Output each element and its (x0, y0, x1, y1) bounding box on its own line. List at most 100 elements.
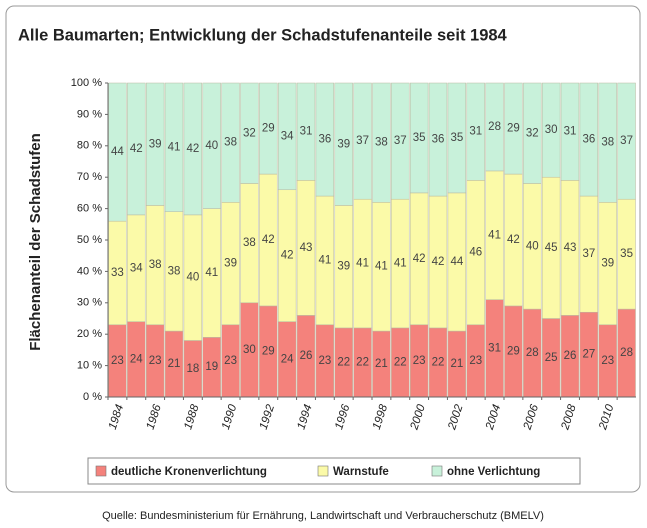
data-label: 45 (545, 242, 558, 254)
y-tick-label: 40 % (77, 265, 102, 277)
bar-segment (409, 82, 429, 194)
data-label: 39 (601, 258, 614, 270)
data-label: 41 (356, 258, 369, 270)
bar-segment (579, 82, 599, 197)
bar-segment (523, 82, 542, 184)
data-label: 39 (224, 258, 237, 270)
y-axis-label: Flächenanteil der Schadstufen (27, 133, 44, 351)
data-label: 31 (564, 126, 577, 138)
data-label: 26 (300, 350, 313, 362)
legend-label: Warnstufe (333, 466, 389, 478)
chart-title: Alle Baumarten; Entwicklung der Schadstu… (18, 26, 508, 44)
data-label: 35 (450, 132, 463, 144)
bar-segment (428, 82, 448, 197)
data-label: 23 (413, 355, 426, 367)
bar-segment (259, 82, 278, 175)
data-label: 41 (375, 261, 388, 273)
data-label: 46 (469, 247, 482, 259)
data-label: 42 (432, 256, 445, 268)
data-label: 31 (300, 126, 313, 138)
data-label: 42 (186, 143, 199, 155)
bar-segment (391, 82, 410, 200)
data-label: 37 (394, 135, 407, 147)
data-label: 38 (375, 137, 388, 149)
bar-segment (183, 82, 203, 216)
data-label: 23 (601, 355, 614, 367)
data-label: 37 (582, 248, 595, 260)
y-tick-label: 0 % (83, 391, 102, 403)
data-label: 30 (243, 344, 256, 356)
data-label: 28 (620, 347, 633, 359)
bar-segment (617, 82, 636, 200)
data-label: 33 (111, 267, 124, 279)
data-label: 26 (564, 350, 577, 362)
data-label: 22 (394, 356, 407, 368)
data-label: 21 (375, 358, 388, 370)
data-label: 21 (450, 358, 463, 370)
bar-segment (372, 82, 391, 203)
bar-segment (504, 82, 523, 175)
data-label: 44 (111, 146, 124, 158)
data-label: 43 (300, 242, 313, 254)
data-label: 23 (149, 355, 162, 367)
data-label: 42 (281, 250, 294, 262)
bar-segment (353, 82, 372, 200)
data-label: 37 (356, 135, 369, 147)
data-label: 42 (130, 143, 143, 155)
data-label: 28 (488, 121, 501, 133)
data-label: 34 (281, 130, 294, 142)
data-label: 23 (318, 355, 331, 367)
data-label: 25 (545, 352, 558, 364)
data-label: 39 (337, 261, 350, 273)
data-label: 23 (224, 355, 237, 367)
y-tick-label: 70 % (77, 171, 102, 183)
bar-segment (598, 82, 617, 203)
bar-segment (202, 82, 221, 209)
data-label: 35 (413, 132, 426, 144)
data-label: 43 (564, 242, 577, 254)
bar-segment (485, 82, 504, 172)
data-label: 24 (281, 353, 294, 365)
legend-label: ohne Verlichtung (447, 466, 540, 478)
data-label: 32 (243, 127, 256, 139)
y-tick-label: 20 % (77, 328, 102, 340)
bar-segment (240, 82, 259, 184)
data-label: 38 (224, 137, 237, 149)
data-label: 29 (507, 346, 520, 358)
data-label: 31 (488, 342, 501, 354)
y-tick-label: 30 % (77, 297, 102, 309)
data-label: 41 (318, 254, 331, 266)
bar-segment (334, 82, 353, 206)
y-tick-label: 100 % (71, 77, 102, 89)
bar-segment (221, 82, 240, 203)
y-tick-label: 50 % (77, 234, 102, 246)
data-label: 35 (620, 248, 633, 260)
data-label: 40 (205, 140, 218, 152)
y-tick-label: 80 % (77, 140, 102, 152)
data-label: 38 (601, 137, 614, 149)
data-label: 41 (205, 267, 218, 279)
data-label: 36 (318, 134, 331, 146)
bar-segment (447, 82, 467, 194)
legend-swatch (95, 465, 107, 477)
data-label: 44 (450, 256, 463, 268)
data-label: 36 (432, 134, 445, 146)
legend-box (87, 457, 581, 485)
data-label: 28 (526, 347, 539, 359)
bar-segment (296, 82, 316, 181)
data-label: 29 (507, 123, 520, 135)
legend-swatch (317, 465, 329, 477)
data-label: 30 (545, 124, 558, 136)
data-label: 37 (620, 135, 633, 147)
data-label: 32 (526, 127, 539, 139)
bar-segment (315, 82, 335, 197)
legend-label: deutliche Kronenverlichtung (111, 466, 267, 478)
data-label: 41 (394, 258, 407, 270)
data-label: 39 (337, 138, 350, 150)
data-label: 18 (186, 363, 199, 375)
bar-segment (145, 82, 165, 206)
data-label: 23 (111, 355, 124, 367)
data-label: 34 (130, 262, 143, 274)
data-label: 40 (526, 240, 539, 252)
